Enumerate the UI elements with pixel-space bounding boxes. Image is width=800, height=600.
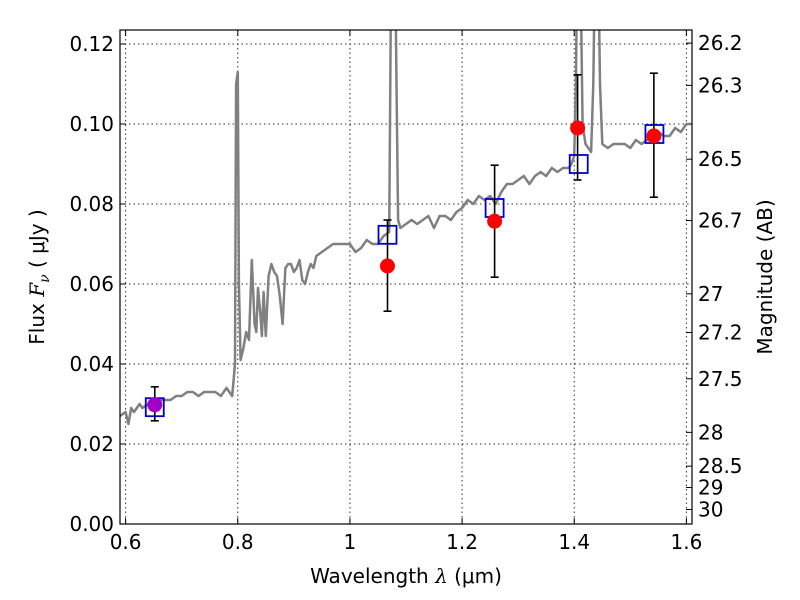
y2-tick-label: 28 [698,420,723,444]
y-tick-label: 0.08 [69,192,114,216]
y-tick-label: 0.06 [69,272,114,296]
observed-flux-point [570,120,586,136]
y-axis-title-subscript: ν [37,274,53,283]
y-axis-title-symbol: F [25,282,49,298]
observed-flux-point [487,213,503,229]
y2-tick-label: 27.5 [698,367,743,391]
x-tick-label: 1.2 [446,530,478,554]
y-tick-label: 0.12 [69,32,114,56]
y2-tick-label: 26.5 [698,147,743,171]
x-tick-label: 1 [344,530,357,554]
plot-frame [119,29,693,525]
observed-flux-point [646,128,662,144]
y2-tick-label: 29 [698,476,723,500]
observed-flux-point [147,397,163,413]
spectrum-line [120,30,692,426]
x-axis-title-suffix: (μm) [448,564,502,588]
y-tick-label: 0.10 [69,112,114,136]
y-axis-title: Flux Fν ( μJy ) [25,209,53,344]
model-flux-square [568,154,589,174]
y-tick-label: 0.00 [69,512,114,536]
x-axis-title-symbol: λ [434,564,448,588]
y-tick-label: 0.04 [69,352,114,376]
x-tick-label: 0.8 [222,530,254,554]
x-axis-ticks: 0.6 0.8 1 1.2 1.4 1.6 [110,30,702,554]
x-axis-title-prefix: Wavelength [310,564,435,588]
y-axis-ticks: 0.00 0.02 0.04 0.06 0.08 0.10 0.12 [69,32,126,536]
y2-tick-label: 26.3 [698,73,743,97]
y2-tick-label: 28.5 [698,454,743,478]
plot-area [120,30,692,426]
x-axis-title: Wavelength λ (μm) [310,564,502,588]
observed-flux-point [379,258,395,274]
y-axis-title-prefix: Flux [25,297,49,345]
x-tick-label: 1.4 [558,530,590,554]
y2-tick-label: 27 [698,282,723,306]
y-axis-title-suffix: ( μJy ) [25,209,49,274]
y2-tick-label: 26.7 [698,209,743,233]
observed-flux-points [147,72,662,422]
y2-tick-label: 30 [698,497,723,521]
y2-axis-title: Magnitude (AB) [753,199,777,354]
model-flux-squares [144,124,665,418]
x-tick-label: 0.6 [110,530,142,554]
y2-tick-label: 26.2 [698,31,743,55]
y-tick-label: 0.02 [69,432,114,456]
x-tick-label: 1.6 [670,530,702,554]
y2-tick-label: 27.2 [698,321,743,345]
